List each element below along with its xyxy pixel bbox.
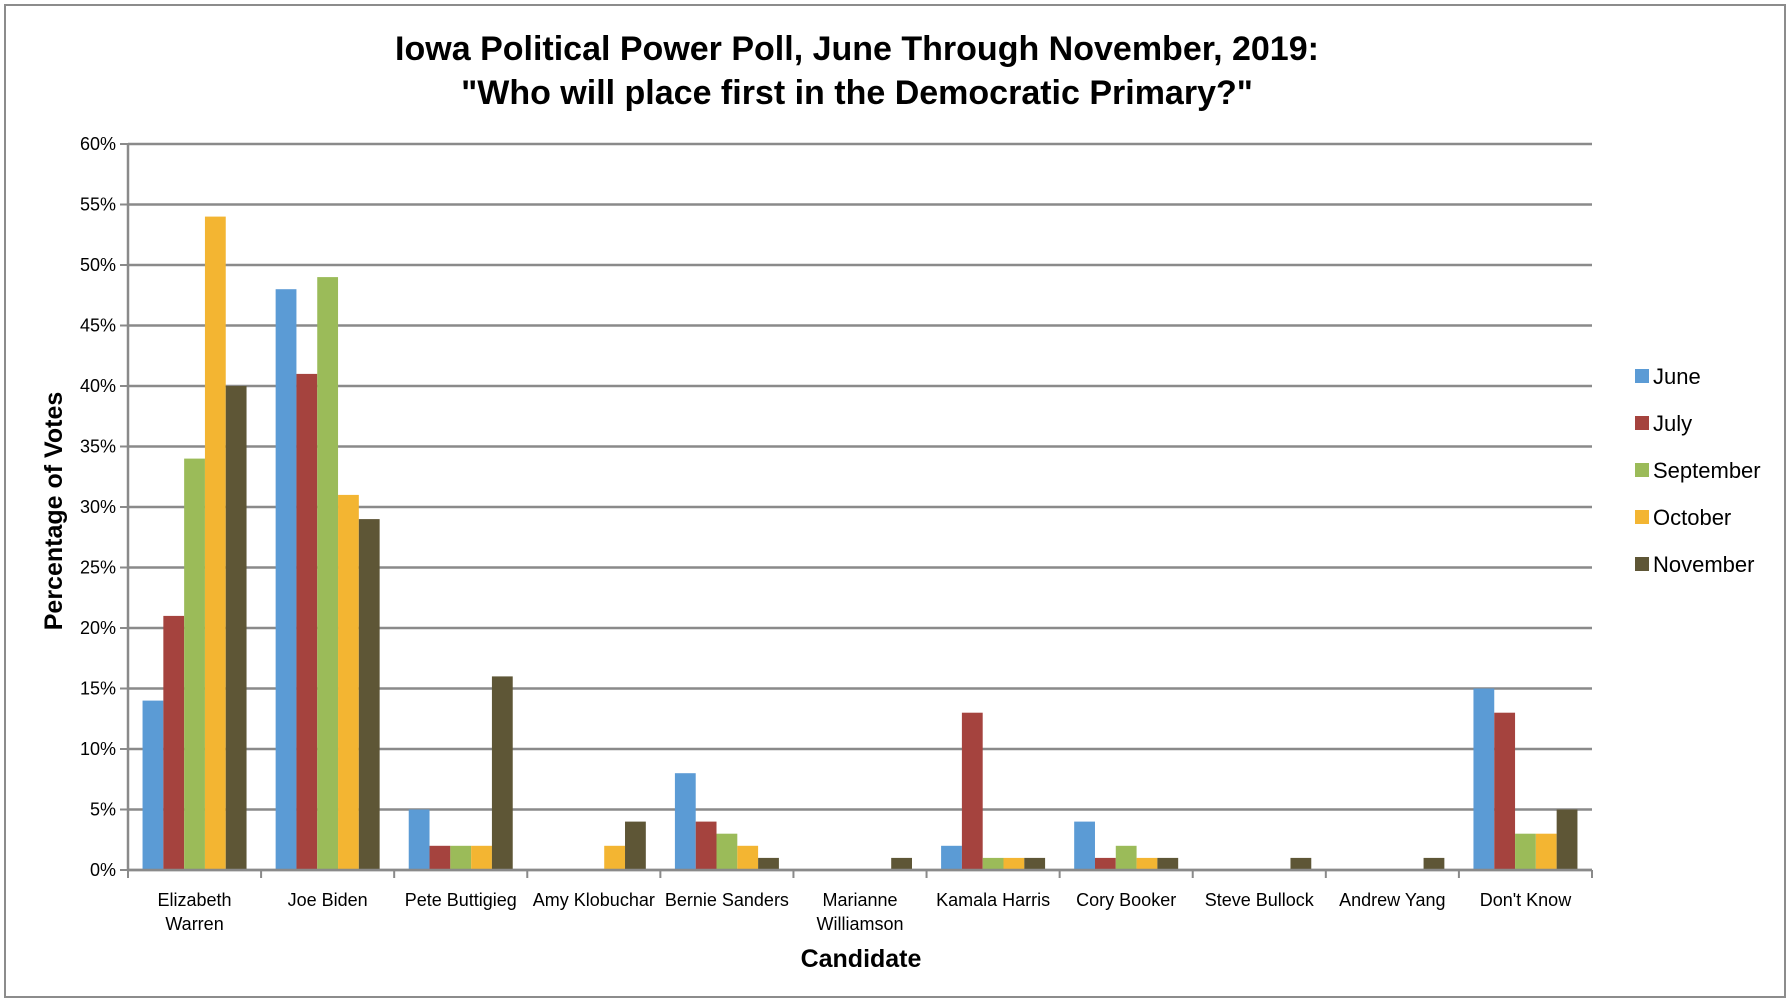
bar-june-0 (142, 700, 164, 870)
y-tick-labels: 0% 5% 10% 15% 20% 25% 30% 35% 40% 45% 50% 55% 60% (80, 134, 116, 880)
x-tick-labels: Elizabeth Warren Joe Biden Pete Buttigieg Am… (158, 890, 1573, 934)
bar-june-6 (941, 845, 962, 870)
legend: June July September October November (1635, 364, 1761, 577)
legend-swatch-october (1635, 510, 1649, 524)
legend-swatch-november (1635, 557, 1649, 571)
x-tick-label: Andrew Yang (1339, 890, 1445, 910)
x-tick-label: Amy Klobuchar (533, 890, 655, 910)
bar-september-4 (716, 833, 738, 870)
x-tick-label: Kamala Harris (936, 890, 1050, 910)
y-tick-label: 5% (90, 800, 116, 820)
bar-october-3 (604, 845, 626, 870)
chart-title: Iowa Political Power Poll, June Through … (395, 30, 1319, 68)
legend-swatch-june (1635, 369, 1649, 383)
bar-july-2 (429, 845, 451, 870)
bar-november-8 (1290, 857, 1312, 870)
bar-september-7 (1115, 845, 1137, 870)
bar-november-2 (491, 676, 513, 870)
x-tick-label: Pete Buttigieg (405, 890, 517, 910)
legend-label-november: November (1653, 552, 1754, 577)
bar-july-0 (163, 615, 185, 870)
x-tick-label: Bernie Sanders (665, 890, 789, 910)
y-tick-label: 40% (80, 376, 116, 396)
bar-july-7 (1094, 857, 1116, 870)
legend-label-june: June (1653, 364, 1701, 389)
chart-subtitle: "Who will place first in the Democratic … (461, 74, 1253, 112)
bar-july-1 (296, 373, 318, 870)
x-tick-label: Williamson (816, 914, 903, 934)
x-tick-label: Warren (165, 914, 223, 934)
bar-november-5 (891, 857, 912, 870)
legend-label-september: September (1653, 458, 1761, 483)
bar-june-7 (1074, 821, 1095, 870)
y-tick-label: 30% (80, 497, 116, 517)
bar-november-10 (1556, 809, 1578, 870)
x-axis-title: Candidate (801, 945, 922, 973)
bar-november-7 (1157, 857, 1179, 870)
x-tick-label: Cory Booker (1076, 890, 1176, 910)
bar-october-6 (1003, 857, 1025, 870)
bar-november-3 (625, 821, 646, 870)
bar-november-6 (1024, 857, 1046, 870)
x-tick-label: Joe Biden (288, 890, 368, 910)
x-tick-label: Elizabeth (158, 890, 232, 910)
bar-chart: Iowa Political Power Poll, June Through … (40, 30, 1761, 973)
bar-july-4 (695, 821, 717, 870)
bar-november-1 (358, 519, 380, 870)
bar-october-0 (204, 216, 226, 871)
bar-june-10 (1473, 688, 1495, 870)
y-tick-label: 45% (80, 316, 116, 336)
y-tick-label: 55% (80, 195, 116, 215)
y-tick-label: 15% (80, 679, 116, 699)
y-tick-label: 0% (90, 860, 116, 880)
bar-october-7 (1136, 857, 1158, 870)
bar-july-10 (1494, 712, 1516, 870)
legend-label-october: October (1653, 505, 1731, 530)
bar-october-2 (471, 845, 492, 870)
bars (142, 216, 1578, 871)
bar-july-6 (961, 712, 983, 870)
bar-june-2 (408, 809, 430, 870)
y-tick-label: 60% (80, 134, 116, 154)
bar-june-4 (674, 773, 696, 870)
bar-september-10 (1515, 833, 1536, 870)
y-tick-label: 50% (80, 255, 116, 275)
y-tick-label: 10% (80, 739, 116, 759)
y-tick-label: 35% (80, 437, 116, 457)
bar-october-4 (737, 845, 759, 870)
bar-september-6 (982, 857, 1004, 870)
bar-october-1 (338, 494, 359, 870)
x-tick-label: Marianne (822, 890, 897, 910)
x-tick-label: Steve Bullock (1205, 890, 1315, 910)
chart-frame: Iowa Political Power Poll, June Through … (4, 4, 1786, 998)
bar-june-1 (275, 289, 297, 870)
axes (126, 144, 1593, 878)
bar-september-2 (450, 845, 472, 870)
bar-september-0 (184, 458, 205, 870)
bar-november-9 (1423, 857, 1445, 870)
bar-september-1 (317, 277, 339, 871)
bar-november-4 (758, 857, 779, 870)
y-tick-label: 25% (80, 558, 116, 578)
legend-label-july: July (1653, 411, 1692, 436)
legend-swatch-july (1635, 416, 1649, 430)
x-tick-label: Don't Know (1480, 890, 1572, 910)
bar-october-10 (1535, 833, 1557, 870)
y-axis-title: Percentage of Votes (40, 392, 68, 631)
legend-swatch-september (1635, 463, 1649, 477)
bar-november-0 (225, 386, 247, 870)
y-tick-label: 20% (80, 618, 116, 638)
